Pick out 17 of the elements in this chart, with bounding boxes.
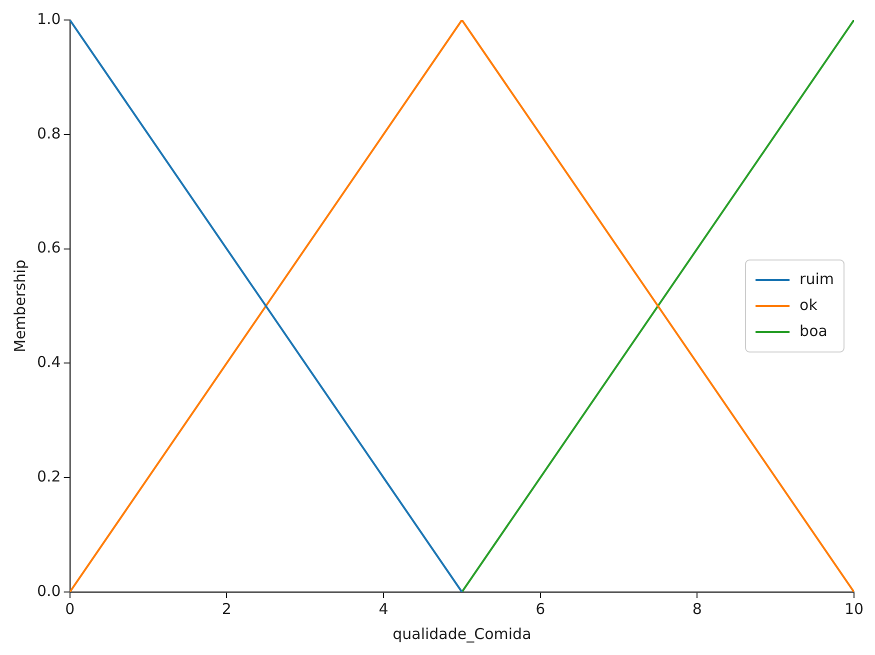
x-tick-label: 0 <box>65 600 75 618</box>
y-tick-label: 0.2 <box>36 467 61 486</box>
x-tick-label: 4 <box>378 600 388 618</box>
y-tick-label: 0.0 <box>36 582 61 600</box>
x-tick-label: 6 <box>536 600 546 618</box>
legend-label: ruim <box>800 270 834 288</box>
x-tick-label: 8 <box>692 600 702 618</box>
x-tick-label: 10 <box>844 600 864 618</box>
y-tick-label: 1.0 <box>36 10 61 28</box>
y-axis-title: Membership <box>10 260 29 352</box>
y-tick-label: 0.6 <box>36 238 61 257</box>
x-axis-title: qualidade_Comida <box>392 624 532 643</box>
x-tick-label: 2 <box>222 600 232 618</box>
legend-label: ok <box>800 296 818 314</box>
y-tick-label: 0.8 <box>36 124 61 142</box>
legend-label: boa <box>800 322 828 340</box>
y-tick-label: 0.4 <box>36 353 61 372</box>
